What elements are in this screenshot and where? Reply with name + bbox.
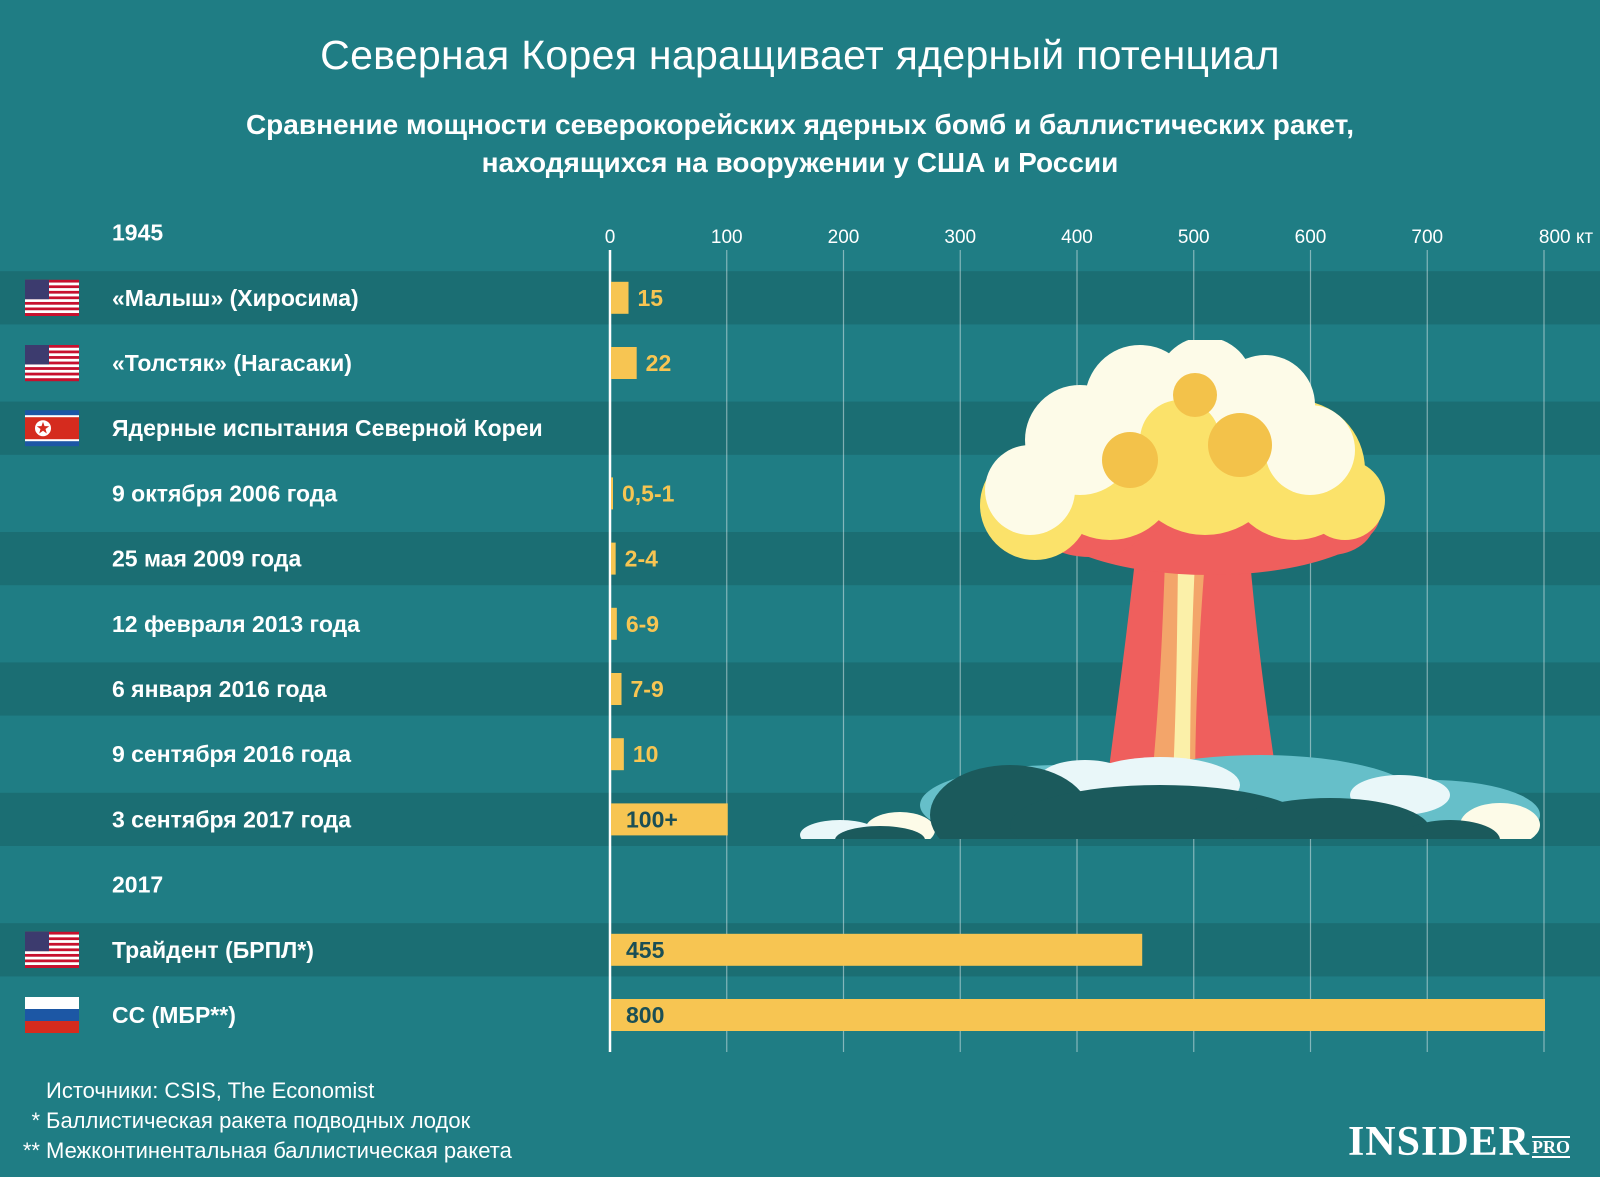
insider-pro-logo: INSIDER PRO: [1348, 1118, 1570, 1166]
row-label: Трайдент (БРПЛ*): [112, 937, 314, 963]
bar-value-label: 800: [626, 1002, 664, 1028]
brand-main: INSIDER: [1347, 1119, 1530, 1165]
row-label: 12 февраля 2013 года: [112, 611, 360, 637]
row-band: [0, 662, 1600, 716]
bar-value-label: 6-9: [626, 611, 659, 637]
bar-value-label: 2-4: [625, 546, 658, 572]
subtitle-line-1: Сравнение мощности северокорейских ядерн…: [245, 109, 1355, 140]
bar-value-label: 10: [633, 741, 659, 767]
bar: [611, 347, 637, 379]
sources-block: Источники: CSIS, The Economist * Баллисти…: [20, 1076, 512, 1166]
bar: [611, 999, 1545, 1031]
footnote-1-text: Баллистическая ракета подводных лодок: [46, 1108, 471, 1133]
row-label: 9 октября 2006 года: [112, 480, 337, 506]
x-tick-label: 800 кт: [1539, 227, 1594, 248]
x-tick-label: 300: [944, 227, 976, 248]
chart-title: Северная Корея наращивает ядерный потенц…: [320, 32, 1280, 78]
x-tick-label: 400: [1061, 227, 1093, 248]
ru-flag-icon: [25, 997, 79, 1033]
x-tick-label: 100: [711, 227, 743, 248]
x-tick-label: 0: [605, 227, 616, 248]
row-band: [0, 271, 1600, 325]
group-label: 2017: [112, 872, 163, 898]
x-tick-label: 200: [828, 227, 860, 248]
row-label: 9 сентября 2016 года: [112, 741, 351, 767]
bar-value-label: 15: [638, 285, 664, 311]
group-label: 1945: [112, 220, 163, 246]
us-flag-icon: [25, 345, 79, 382]
sources-text: Источники: CSIS, The Economist: [46, 1078, 375, 1103]
x-tick-label: 600: [1295, 227, 1327, 248]
bar: [611, 803, 728, 836]
row-label: 3 сентября 2017 года: [112, 806, 351, 832]
flags: [25, 279, 79, 1033]
bar: [611, 738, 624, 771]
kp-flag-icon: [25, 410, 79, 447]
bar: [611, 607, 617, 640]
bar: [611, 933, 1143, 966]
bar-value-label: 22: [646, 350, 672, 376]
bar-value-label: 100+: [626, 806, 678, 832]
bar-value-label: 455: [626, 937, 665, 963]
x-tick-label: 500: [1178, 227, 1210, 248]
row-label: СС (МБР**): [112, 1002, 236, 1028]
x-tick-label: 700: [1411, 227, 1443, 248]
row-label: 6 января 2016 года: [112, 676, 327, 702]
bar: [611, 542, 616, 575]
footnote-2-mark: **: [22, 1138, 40, 1163]
bar: [611, 673, 622, 705]
x-axis-tick-labels: 0 100 200 300 400 500 600 700 800 кт: [605, 227, 1594, 248]
subtitle-line-2: находящихся на вооружении у США и России: [481, 147, 1119, 178]
bar-value-label: 0,5-1: [622, 480, 675, 506]
us-flag-icon: [25, 931, 79, 968]
row-label: 25 мая 2009 года: [112, 546, 301, 572]
mushroom-cloud-icon: [800, 340, 1540, 839]
bar: [611, 281, 629, 314]
brand-sub: PRO: [1532, 1136, 1570, 1158]
row-labels: 1945 «Малыш» (Хиросима) «Толстяк» (Нагасак…: [112, 220, 543, 1028]
bar: [611, 477, 613, 510]
footnote-1: * Баллистическая ракета подводных лодок: [20, 1106, 512, 1136]
group-label: Ядерные испытания Северной Кореи: [112, 415, 543, 441]
row-label: «Малыш» (Хиросима): [112, 285, 359, 311]
bar-marks: 15 22 0,5-1 2-4 6-9 7-9 10 100+ 455 800: [611, 281, 1545, 1031]
us-flag-icon: [25, 279, 79, 316]
footnote-2-text: Межконтинентальная баллистическая ракета: [46, 1138, 512, 1163]
footnote-2: ** Межконтинентальная баллистическая раке…: [20, 1136, 512, 1166]
row-bands: [0, 271, 1600, 977]
footnote-1-mark: *: [31, 1108, 40, 1133]
bar-value-label: 7-9: [631, 676, 664, 702]
sources-line: Источники: CSIS, The Economist: [20, 1076, 512, 1106]
chart-subtitle: Сравнение мощности северокорейских ядерн…: [200, 106, 1400, 182]
row-label: «Толстяк» (Нагасаки): [112, 350, 352, 376]
